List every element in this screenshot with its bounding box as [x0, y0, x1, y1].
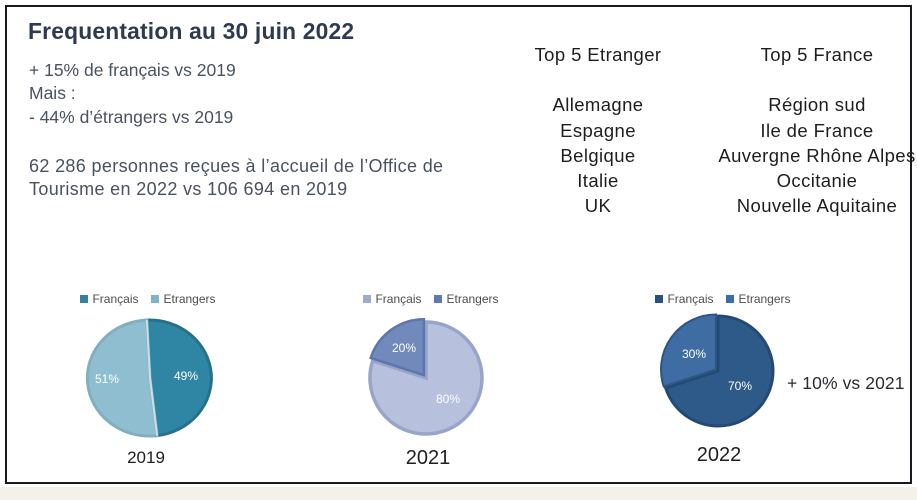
svg-text:30%: 30%: [682, 347, 706, 361]
svg-text:51%: 51%: [95, 372, 119, 386]
svg-text:49%: 49%: [174, 369, 198, 383]
svg-text:70%: 70%: [728, 379, 752, 393]
svg-text:20%: 20%: [392, 341, 416, 355]
svg-text:80%: 80%: [436, 392, 460, 406]
